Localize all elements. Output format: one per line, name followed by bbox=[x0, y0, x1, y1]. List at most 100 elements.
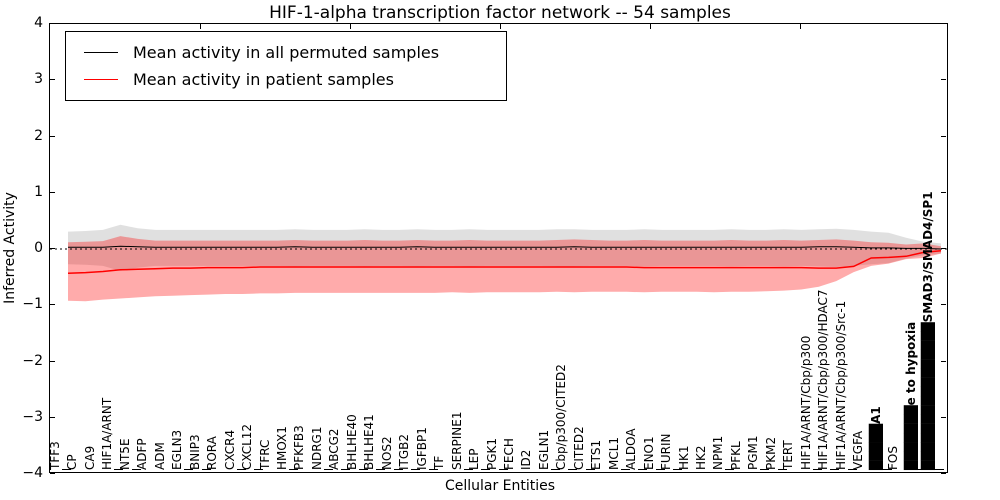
x-category-label: FOS bbox=[886, 446, 901, 470]
legend-item-permuted: Mean activity in all permuted samples bbox=[76, 39, 496, 66]
x-label-underline bbox=[655, 469, 665, 470]
x-category-label: HIF1A/ARNT/Cbp/p300 bbox=[798, 335, 813, 470]
x-category-label: SERPINE1 bbox=[449, 411, 464, 470]
x-label-underline bbox=[323, 469, 333, 470]
x-category-label: ALDOA bbox=[624, 428, 639, 470]
legend-line-red bbox=[84, 79, 118, 80]
y-tick-mark-left bbox=[50, 23, 55, 24]
y-tick-mark-right bbox=[941, 416, 946, 418]
x-category-label: CA9 bbox=[82, 445, 97, 470]
x-label-underline bbox=[638, 469, 648, 470]
x-tick-mark-top bbox=[350, 24, 351, 29]
x-category-label: CITED2 bbox=[571, 426, 586, 470]
x-category-label: MCL1 bbox=[606, 436, 621, 470]
x-category-label: CXCR4 bbox=[222, 429, 237, 470]
y-tick-mark-right bbox=[941, 248, 946, 249]
x-category-label: HIF1A/ARNT/Cbp/p300/HDAC7 bbox=[816, 289, 831, 470]
x-category-label: BNIP3 bbox=[187, 434, 202, 470]
y-tick-label: 0 bbox=[34, 240, 43, 256]
x-category-label: RORA bbox=[205, 436, 220, 470]
y-tick-mark-left bbox=[50, 416, 55, 418]
x-label-underline bbox=[760, 469, 770, 470]
y-tick-mark-right bbox=[941, 473, 946, 474]
y-tick-label: 3 bbox=[34, 71, 43, 88]
legend-line-black bbox=[84, 52, 118, 53]
y-tick-mark-right bbox=[941, 304, 946, 306]
y-tick-mark-left bbox=[50, 473, 55, 474]
x-label-underline bbox=[341, 469, 351, 470]
legend: Mean activity in all permuted samples Me… bbox=[65, 31, 507, 101]
x-category-label: IGFBP1 bbox=[414, 427, 429, 470]
y-tick-mark-right bbox=[941, 360, 946, 362]
y-tick-mark-right bbox=[941, 135, 946, 137]
x-category-label: ENO1 bbox=[641, 436, 656, 470]
chart-canvas bbox=[50, 224, 947, 302]
x-label-underline bbox=[131, 469, 141, 470]
x-category-label: ABCG2 bbox=[327, 428, 342, 470]
x-category-label: HMOX1 bbox=[274, 426, 289, 470]
x-label-underline bbox=[568, 469, 578, 470]
y-tick-mark-left bbox=[50, 248, 55, 249]
x-tick-mark-top bbox=[500, 24, 501, 29]
x-label-underline bbox=[847, 469, 857, 470]
y-tick-mark-right bbox=[941, 79, 946, 81]
x-label-underline bbox=[725, 469, 735, 470]
x-category-label: CXCL12 bbox=[240, 423, 255, 470]
x-label-underline bbox=[917, 469, 927, 470]
x-label-underline bbox=[114, 469, 124, 470]
x-category-label: PFKL bbox=[728, 441, 743, 470]
x-category-label: EGLN3 bbox=[170, 429, 185, 470]
y-tick-label: −2 bbox=[22, 352, 43, 369]
x-category-label: HK2 bbox=[694, 445, 709, 470]
chart-title: HIF-1-alpha transcription factor network… bbox=[269, 3, 731, 23]
x-category-label: BHLHE40 bbox=[344, 414, 359, 470]
x-label-underline bbox=[358, 469, 368, 470]
y-tick-mark-left bbox=[50, 79, 55, 81]
y-tick-label: 2 bbox=[34, 127, 43, 144]
x-label-underline bbox=[411, 469, 421, 470]
x-category-label: TF bbox=[432, 455, 447, 470]
permuted-mean-line bbox=[68, 245, 942, 250]
x-tick-mark-top bbox=[200, 24, 201, 29]
permuted-band bbox=[68, 224, 941, 271]
legend-item-patient: Mean activity in patient samples bbox=[76, 66, 496, 93]
patient-band bbox=[68, 236, 941, 302]
x-category-label: ███████e to hypoxia bbox=[903, 321, 918, 470]
x-label-underline bbox=[481, 469, 491, 470]
x-label-underline bbox=[288, 469, 298, 470]
x-label-underline bbox=[550, 469, 560, 470]
x-category-label: NT5E bbox=[117, 438, 132, 470]
x-category-label: PGK1 bbox=[484, 437, 499, 470]
x-axis-title: Cellular Entities bbox=[444, 478, 556, 494]
y-tick-mark-left bbox=[50, 191, 55, 193]
x-label-underline bbox=[62, 469, 71, 470]
legend-label: Mean activity in all permuted samples bbox=[133, 43, 440, 62]
y-tick-label: −4 bbox=[22, 465, 43, 481]
x-label-underline bbox=[882, 469, 892, 470]
legend-label: Mean activity in patient samples bbox=[133, 70, 394, 89]
x-category-label: PFKFB3 bbox=[292, 425, 307, 470]
x-label-underline bbox=[585, 469, 595, 470]
x-category-label: PGM1 bbox=[746, 435, 761, 470]
patient-mean-line bbox=[67, 249, 942, 274]
x-label-underline bbox=[236, 469, 246, 470]
x-category-label: ID2 bbox=[519, 449, 534, 470]
x-category-label: ADM bbox=[152, 442, 167, 470]
x-category-label: BHLHE41 bbox=[362, 414, 377, 470]
x-label-underline bbox=[498, 469, 508, 470]
x-category-label: ████████████████SMAD3/SMAD4/SP1 bbox=[921, 191, 935, 470]
x-category-label: ADFP bbox=[135, 438, 150, 470]
y-tick-mark-right bbox=[941, 23, 946, 24]
x-label-underline bbox=[620, 469, 630, 470]
x-label-underline bbox=[935, 469, 944, 470]
x-category-label: TERT bbox=[781, 440, 796, 470]
x-category-label: VEGFA bbox=[851, 430, 866, 470]
x-category-label: LEP bbox=[467, 448, 482, 470]
x-label-underline bbox=[673, 469, 683, 470]
x-category-label: TFRC bbox=[257, 439, 272, 470]
x-category-label: CP bbox=[65, 454, 80, 470]
x-label-underline bbox=[830, 469, 840, 470]
x-category-label: █████A1 bbox=[868, 406, 883, 470]
y-tick-label: 4 bbox=[34, 15, 43, 31]
x-category-label: TFF3 bbox=[48, 441, 62, 470]
